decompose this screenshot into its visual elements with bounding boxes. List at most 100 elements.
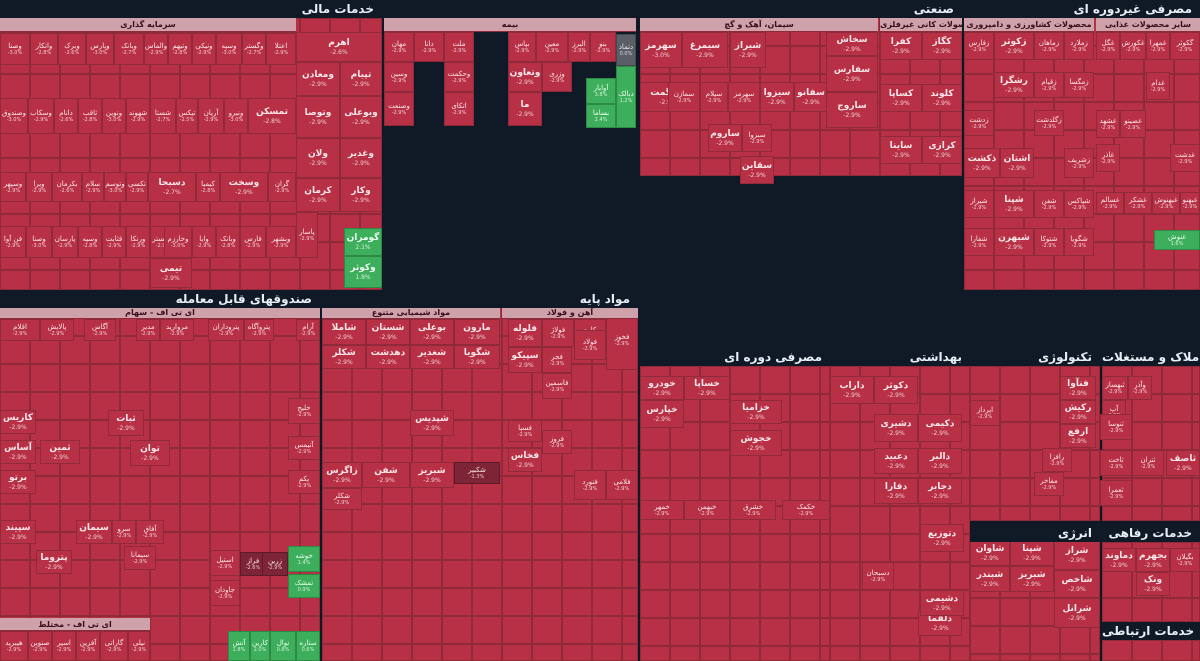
stock-cell[interactable]: غکورش -2.9% bbox=[1120, 32, 1146, 60]
stock-cell[interactable]: غدشت -2.9% bbox=[1170, 144, 1200, 172]
stock-cell[interactable]: وکوثر 1.8% bbox=[344, 256, 382, 288]
stock-cell[interactable]: غشکر -2.9% bbox=[1124, 192, 1152, 214]
stock-cell[interactable]: فخوز -2.9% bbox=[606, 310, 638, 370]
stock-cell[interactable]: ثنوسا -2.9% bbox=[1100, 414, 1132, 440]
stock-cell[interactable]: فلامی -2.9% bbox=[606, 470, 638, 500]
stock-cell[interactable]: قثابت -2.9% bbox=[102, 226, 126, 258]
stock-cell[interactable]: مهان -2.9% bbox=[384, 32, 414, 62]
stock-cell[interactable]: خشرق -2.9% bbox=[730, 500, 776, 520]
stock-cell[interactable]: وصنعت -2.9% bbox=[384, 92, 414, 126]
stock-cell[interactable]: زدشت -2.9% bbox=[964, 110, 994, 136]
stock-cell[interactable]: سرو -2.9% bbox=[112, 520, 136, 544]
stock-cell[interactable]: ونیکی -2.9% bbox=[192, 33, 216, 65]
stock-cell[interactable]: زاگرس -2.9% bbox=[322, 462, 362, 488]
stock-cell[interactable]: وصنا -3.0% bbox=[26, 226, 52, 258]
stock-cell[interactable]: وتعاون -2.9% bbox=[508, 62, 542, 92]
stock-cell[interactable]: غصینو -2.9% bbox=[1120, 110, 1146, 138]
stock-cell[interactable]: دسبحا -2.7% bbox=[148, 172, 196, 202]
stock-cell[interactable]: مدیر -2.9% bbox=[136, 319, 160, 341]
stock-cell[interactable]: بکرمان -2.6% bbox=[52, 172, 82, 202]
stock-cell[interactable]: دکوثر -2.9% bbox=[874, 376, 918, 404]
stock-cell[interactable]: خجوش -2.9% bbox=[730, 430, 782, 456]
stock-cell[interactable]: داراب -2.9% bbox=[830, 376, 874, 404]
stock-cell[interactable]: یکم -2.9% bbox=[288, 470, 320, 494]
stock-cell[interactable]: وحکمت -2.9% bbox=[444, 62, 474, 92]
stock-cell[interactable]: وخارزم -3.0% bbox=[164, 226, 192, 258]
stock-cell[interactable]: غبهنو -2.9% bbox=[1180, 192, 1200, 214]
stock-cell[interactable]: فنآوا -2.9% bbox=[1060, 376, 1096, 400]
stock-cell[interactable]: ولان -2.9% bbox=[296, 138, 340, 178]
stock-cell[interactable]: کاریس -2.9% bbox=[0, 410, 36, 434]
stock-cell[interactable]: توان -2.9% bbox=[130, 440, 170, 466]
stock-cell[interactable]: زملارد -2.9% bbox=[1064, 32, 1094, 60]
stock-cell[interactable]: غمهرا -2.9% bbox=[1146, 32, 1170, 60]
stock-cell[interactable]: غدام -2.9% bbox=[1146, 72, 1170, 100]
stock-cell[interactable]: زرین -2.9% bbox=[262, 552, 288, 576]
stock-cell[interactable]: گومران 2.1% bbox=[344, 228, 382, 256]
stock-cell[interactable]: فسپا -2.9% bbox=[508, 420, 542, 442]
stock-cell[interactable]: پالایش -2.9% bbox=[40, 319, 74, 341]
stock-cell[interactable]: وگستر -2.7% bbox=[242, 33, 266, 65]
stock-cell[interactable]: مروارید -2.9% bbox=[160, 319, 194, 341]
stock-cell[interactable]: سفارس -2.9% bbox=[826, 56, 878, 92]
stock-cell[interactable]: شفارا -2.9% bbox=[964, 228, 994, 256]
stock-cell[interactable]: اعتلا -2.9% bbox=[266, 33, 296, 65]
stock-cell[interactable]: وبشهر -2.9% bbox=[266, 226, 296, 258]
stock-cell[interactable]: سلام -2.9% bbox=[82, 172, 104, 202]
stock-cell[interactable]: خپارس -2.9% bbox=[640, 400, 684, 428]
stock-cell[interactable]: آریان -2.9% bbox=[198, 98, 224, 134]
stock-cell[interactable]: دانا -2.9% bbox=[414, 32, 444, 62]
stock-cell[interactable]: وبرک -2.6% bbox=[58, 33, 86, 65]
stock-cell[interactable]: زکوثر -2.9% bbox=[994, 32, 1034, 60]
stock-cell[interactable]: سبزوا -2.9% bbox=[742, 124, 772, 152]
stock-cell[interactable]: گران -2.9% bbox=[268, 172, 296, 202]
stock-cell[interactable]: اپرداز -2.9% bbox=[970, 400, 1000, 426]
stock-cell[interactable]: شکلر -2.9% bbox=[322, 345, 366, 369]
stock-cell[interactable]: شیراز -2.9% bbox=[964, 190, 994, 218]
stock-cell[interactable]: وسپه -3.0% bbox=[216, 33, 242, 65]
stock-cell[interactable]: سمازن -2.9% bbox=[668, 82, 700, 112]
stock-cell[interactable]: بگیلان -2.9% bbox=[1170, 548, 1200, 572]
stock-cell[interactable]: سیمرغ -2.9% bbox=[682, 32, 728, 68]
stock-cell[interactable]: دهدشت -2.9% bbox=[366, 345, 410, 369]
stock-cell[interactable]: فنورد -2.9% bbox=[574, 470, 606, 500]
stock-cell[interactable]: ساینا -2.9% bbox=[880, 136, 922, 164]
stock-cell[interactable]: سفانو -2.9% bbox=[794, 82, 828, 112]
stock-cell[interactable]: بساما 2.4% bbox=[586, 104, 616, 128]
stock-cell[interactable]: ثاقب -2.8% bbox=[78, 98, 102, 134]
stock-cell[interactable]: شهوند -2.9% bbox=[126, 98, 150, 134]
stock-cell[interactable]: شراز -2.9% bbox=[1054, 540, 1100, 570]
stock-cell[interactable]: آتش 1.8% bbox=[228, 631, 250, 661]
stock-cell[interactable]: پارسان -2.9% bbox=[52, 226, 78, 258]
stock-cell[interactable]: کفرا -2.9% bbox=[880, 32, 922, 60]
stock-cell[interactable]: گاراتی -2.9% bbox=[100, 631, 128, 661]
stock-cell[interactable]: بجهرم -2.9% bbox=[1136, 548, 1170, 572]
stock-cell[interactable]: کساپا -2.9% bbox=[880, 84, 922, 112]
stock-cell[interactable]: شاخص -2.9% bbox=[1054, 570, 1100, 598]
stock-cell[interactable]: نوال 0.8% bbox=[270, 631, 296, 661]
stock-cell[interactable]: ثبهساز -2.9% bbox=[1102, 376, 1128, 400]
stock-cell[interactable]: خساپا -2.9% bbox=[684, 376, 730, 400]
stock-cell[interactable]: دفارا -2.9% bbox=[874, 478, 918, 504]
stock-cell[interactable]: وسین -2.9% bbox=[384, 62, 414, 92]
stock-cell[interactable]: وغدیر -2.9% bbox=[340, 138, 382, 178]
stock-cell[interactable]: غبهنوش -2.9% bbox=[1152, 192, 1180, 214]
stock-cell[interactable]: خکمک -2.9% bbox=[782, 500, 830, 520]
stock-cell[interactable]: شبندر -2.9% bbox=[970, 566, 1010, 592]
stock-cell[interactable]: خوشه 1.4% bbox=[288, 546, 320, 572]
stock-cell[interactable]: تمشک 0.9% bbox=[288, 574, 320, 598]
stock-cell[interactable]: آتیمس -2.9% bbox=[288, 436, 320, 460]
stock-cell[interactable]: کرازی -2.9% bbox=[922, 136, 962, 164]
stock-cell[interactable]: شستان -2.9% bbox=[366, 319, 410, 345]
stock-cell[interactable]: فجر -2.9% bbox=[542, 347, 572, 373]
stock-cell[interactable]: دکیمی -2.9% bbox=[918, 414, 962, 442]
stock-cell[interactable]: شبریز -2.9% bbox=[410, 462, 454, 488]
stock-cell[interactable]: وتیهم -2.8% bbox=[168, 33, 192, 65]
stock-cell[interactable]: شگویا -2.9% bbox=[1064, 228, 1094, 256]
stock-cell[interactable]: ثمين -2.9% bbox=[40, 440, 80, 464]
stock-cell[interactable]: سقاین -2.9% bbox=[740, 156, 774, 184]
stock-cell[interactable]: شکبیر -1.3% bbox=[454, 462, 500, 484]
stock-cell[interactable]: زماهان -2.9% bbox=[1034, 32, 1064, 60]
stock-cell[interactable]: بپاس -2.9% bbox=[508, 32, 536, 62]
stock-cell[interactable]: ثتران -2.9% bbox=[1132, 450, 1164, 476]
